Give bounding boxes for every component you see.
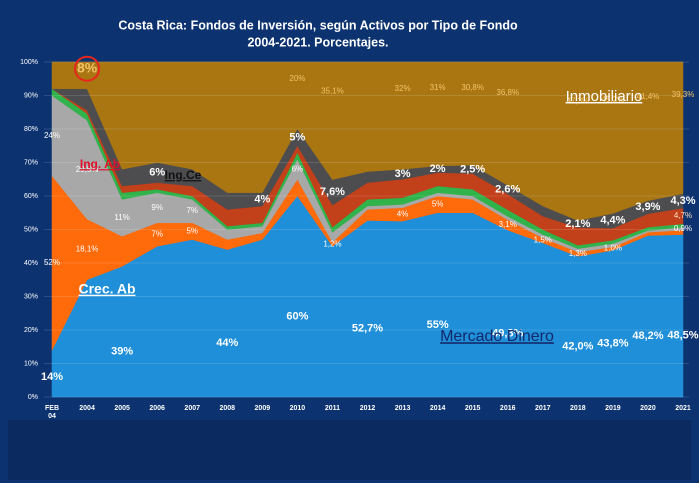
- x-tick-label-line: 04: [48, 413, 56, 420]
- data-label: 41,4%: [637, 92, 660, 101]
- x-tick-label: 2007: [184, 405, 200, 412]
- x-tick-label: 2016: [500, 405, 516, 412]
- data-label: 35,1%: [321, 87, 344, 96]
- data-label: 1,5%: [534, 235, 552, 244]
- data-label: 4,4%: [600, 215, 625, 227]
- x-tick-label: FEB 04: [45, 405, 59, 420]
- y-tick-label: 60%: [24, 193, 38, 200]
- data-label: 42,0%: [562, 341, 593, 353]
- y-tick-label: 50%: [24, 226, 38, 233]
- data-label: 43,8%: [597, 338, 628, 350]
- series-label: Ing. Ab: [80, 157, 120, 171]
- data-label: 4%: [397, 210, 409, 219]
- data-label: 18,1%: [76, 245, 99, 254]
- data-label: 31%: [430, 83, 446, 92]
- y-tick-label: 70%: [24, 159, 38, 166]
- data-label: 14%: [41, 371, 63, 383]
- data-label: 2,5%: [460, 163, 485, 175]
- data-label: 52%: [44, 258, 60, 267]
- x-tick-label: 2010: [290, 405, 306, 412]
- highlight-circle: [74, 55, 101, 82]
- data-label: 3,1%: [499, 220, 517, 229]
- data-label: 2,1%: [565, 218, 590, 230]
- footer-band: [8, 420, 691, 480]
- series-label: Crec. Ab: [78, 281, 135, 297]
- chart-title: Costa Rica: Fondos de Inversión, según A…: [118, 18, 518, 32]
- x-tick-label: 2019: [605, 405, 621, 412]
- y-tick-label: 40%: [24, 260, 38, 267]
- series-label: Mercado Dinero: [440, 328, 554, 345]
- x-tick-label: 2009: [255, 405, 271, 412]
- data-label: 29,5%: [76, 165, 99, 174]
- x-tick-label: 2014: [430, 405, 446, 412]
- data-label: 52,7%: [352, 323, 383, 335]
- data-label: 7%: [186, 206, 198, 215]
- data-label: 60%: [286, 310, 308, 322]
- y-tick-label: 80%: [24, 126, 38, 133]
- data-label: 6%: [292, 164, 304, 173]
- data-label: 1,0%: [604, 244, 622, 253]
- data-label: 8%: [77, 59, 98, 75]
- data-label: 32%: [395, 84, 411, 93]
- x-tick-label: 2020: [640, 405, 656, 412]
- x-tick-label: 2008: [219, 405, 235, 412]
- x-tick-label: 2011: [325, 405, 340, 412]
- x-tick-label: 2005: [114, 405, 130, 412]
- data-label: 6%: [149, 166, 165, 178]
- data-label: 48,2%: [632, 330, 663, 342]
- x-tick-label: 2004: [79, 405, 95, 412]
- data-label: 30,8%: [461, 83, 484, 92]
- data-label: 4,7%: [674, 211, 692, 220]
- data-label: 2%: [430, 163, 446, 175]
- data-label: 1,2%: [323, 239, 341, 248]
- x-tick-label: 2006: [149, 405, 165, 412]
- x-tick-label: 2012: [360, 405, 376, 412]
- y-tick-label: 0%: [28, 394, 38, 401]
- series-label: Inmobiliario: [566, 88, 643, 105]
- data-label: 20%: [289, 74, 305, 83]
- data-label: 5%: [432, 199, 444, 208]
- x-tick-label: 2021: [675, 405, 691, 412]
- y-tick-label: 10%: [24, 360, 38, 367]
- data-label: 9%: [151, 203, 163, 212]
- data-label: 3,9%: [635, 201, 660, 213]
- data-label: 36,8%: [496, 88, 519, 97]
- data-label: 5%: [186, 226, 198, 235]
- data-label: 55%: [427, 319, 449, 331]
- y-tick-label: 20%: [24, 327, 38, 334]
- series-label: Ing.Ce: [165, 168, 202, 182]
- data-label: 48,5%: [667, 330, 698, 342]
- y-tick-label: 100%: [20, 59, 38, 66]
- data-label: 7,6%: [320, 186, 345, 198]
- x-tick-label-line: FEB: [45, 405, 59, 412]
- data-label: 45,2%: [602, 95, 625, 104]
- data-label: 4%: [254, 193, 270, 205]
- x-tick-label: 2017: [535, 405, 551, 412]
- data-label: 47,3%: [566, 97, 589, 106]
- y-tick-label: 30%: [24, 293, 38, 300]
- data-label: 11%: [114, 213, 129, 222]
- data-label: 49,8%: [492, 327, 523, 339]
- x-tick-label: 2018: [570, 405, 586, 412]
- data-label: 3%: [395, 168, 411, 180]
- data-label: 44%: [216, 337, 238, 349]
- data-label: 24%: [44, 131, 60, 140]
- data-label: 2,6%: [495, 184, 520, 196]
- data-label: 39%: [111, 346, 133, 358]
- chart-subtitle: 2004-2021. Porcentajes.: [247, 35, 388, 49]
- x-tick-label: 2013: [395, 405, 411, 412]
- data-label: 0,9%: [674, 224, 692, 233]
- y-tick-label: 90%: [24, 92, 38, 99]
- data-label: 1,3%: [569, 249, 587, 258]
- data-label: 39,3%: [672, 90, 695, 99]
- data-label: 4,3%: [670, 195, 695, 207]
- area: [51, 61, 684, 221]
- x-tick-label: 2015: [465, 405, 481, 412]
- data-label: 5%: [289, 131, 305, 143]
- data-label: 7%: [151, 230, 163, 239]
